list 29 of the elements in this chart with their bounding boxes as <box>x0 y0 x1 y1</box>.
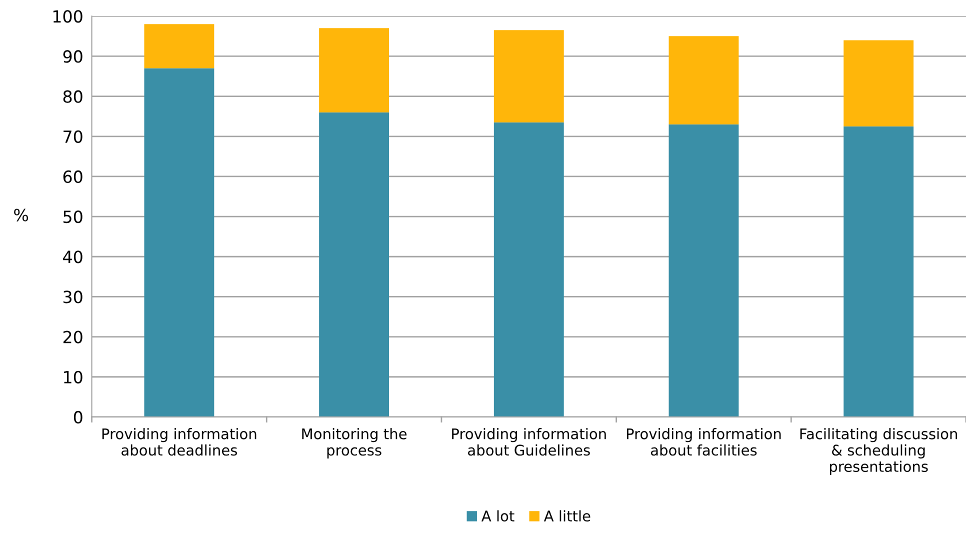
bar <box>844 126 914 417</box>
y-tick-label: 10 <box>64 370 82 384</box>
y-tick-label: 70 <box>64 130 82 143</box>
legend-label: A lot <box>481 510 514 522</box>
x-tick-label: Monitoring the process <box>302 428 407 459</box>
y-tick-label: 0 <box>74 410 82 424</box>
y-tick-label: 90 <box>63 50 82 63</box>
bar <box>319 112 390 417</box>
bar <box>494 122 564 417</box>
y-tick-label: 60 <box>63 170 82 184</box>
y-tick-label: 30 <box>64 290 82 304</box>
x-tick-label: Providing information about Guidelines <box>452 428 606 456</box>
y-tick-label: 40 <box>63 250 82 264</box>
x-tick-label: Providing information about facilities <box>626 428 781 456</box>
bar <box>494 30 564 122</box>
bar <box>144 24 214 68</box>
bar <box>319 28 390 112</box>
y-tick-label: 80 <box>63 90 82 103</box>
legend-label: A little <box>544 510 590 522</box>
x-tick-label: Providing information about deadlines <box>102 428 256 456</box>
y-tick-label: 20 <box>63 330 82 344</box>
bar <box>844 40 914 126</box>
x-tick-label: Facilitating discussion & scheduling presentations <box>800 428 957 475</box>
y-tick-label: 50 <box>64 210 82 224</box>
bar <box>144 68 214 417</box>
y-axis-title: % <box>14 208 28 222</box>
bar <box>668 36 739 124</box>
bar <box>668 124 739 417</box>
y-tick-label: 100 <box>53 10 82 23</box>
